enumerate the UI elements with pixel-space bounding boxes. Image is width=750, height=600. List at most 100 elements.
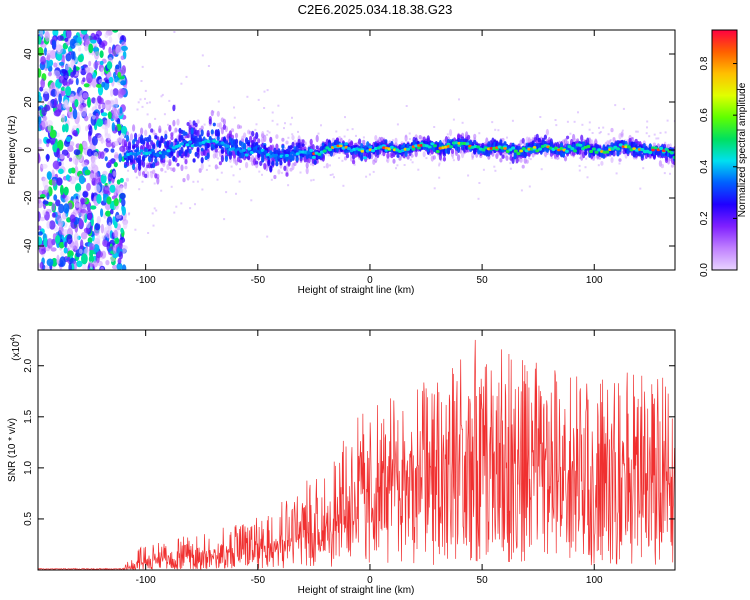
spectrogram-scatter-cell [291, 133, 294, 136]
spectrogram-cell [660, 163, 665, 169]
spectrogram-peak-cell [573, 149, 577, 153]
spectrogram-scatter-cell [144, 97, 146, 100]
spectrogram-noise-cell [107, 111, 112, 120]
spectrogram-cell [142, 160, 146, 168]
spectrogram-peak-cell [136, 151, 141, 155]
spectrogram-noise-cell [96, 216, 101, 225]
spectrogram-cell [247, 155, 251, 161]
spectrogram-noise-cell [38, 231, 43, 236]
spectrogram-x-tick-label: -50 [251, 275, 266, 286]
spectrogram-x-label: Height of straight line (km) [298, 285, 415, 296]
spectrogram-y-tick-label: 0 [23, 147, 34, 153]
spectrogram-noise-cell [95, 83, 102, 88]
spectrogram-cell [269, 144, 273, 152]
snr-y-label: SNR (10 * v/v) [7, 418, 18, 482]
spectrogram-noise-cell [100, 223, 105, 234]
spectrogram-noise-cell [38, 68, 42, 78]
spectrogram-cell [521, 164, 525, 169]
spectrogram-scatter-cell [639, 187, 642, 190]
spectrogram-cell [129, 155, 134, 160]
spectrogram-cell [257, 138, 261, 144]
spectrogram-scatter-cell [137, 101, 140, 104]
spectrogram-cell [192, 158, 196, 163]
spectrogram-cell [172, 104, 176, 112]
spectrogram-cell [616, 150, 620, 157]
spectrogram-y-label: Frequency (Hz) [7, 116, 18, 185]
spectrogram-noise-cell [110, 148, 115, 153]
spectrogram-noise-cell [51, 212, 57, 218]
spectrogram-noise-cell [120, 55, 125, 61]
spectrogram-scatter-cell [578, 169, 581, 172]
spectrogram-cell [148, 144, 152, 151]
spectrogram-cell [196, 119, 200, 124]
spectrogram-scatter-cell [584, 166, 587, 169]
spectrogram-noise-cell [92, 260, 99, 268]
spectrogram-cell [293, 162, 297, 166]
spectrogram-peak-cell [465, 142, 470, 146]
spectrogram-noise-cell [40, 78, 45, 89]
spectrogram-scatter-cell [127, 213, 130, 216]
spectrogram-noise-cell [63, 70, 69, 81]
spectrogram-noise-cell [115, 214, 122, 219]
spectrogram-cell [261, 131, 265, 138]
spectrogram-scatter-cell [216, 178, 219, 181]
spectrogram-noise-cell [97, 151, 102, 159]
spectrogram-peak-cell [435, 149, 440, 154]
spectrogram-noise-cell [108, 46, 112, 55]
colorbar-tick-label: 0.8 [699, 56, 710, 70]
spectrogram-noise-cell [61, 114, 66, 123]
spectrogram-cell [194, 151, 198, 157]
spectrogram-cell [188, 148, 192, 154]
spectrogram-noise-cell [48, 59, 54, 67]
spectrogram-noise-cell [91, 136, 98, 146]
spectrogram-noise-cell [76, 260, 83, 268]
spectrogram-noise-cell [111, 122, 116, 132]
spectrogram-noise-cell [74, 99, 79, 108]
spectrogram-noise-cell [52, 30, 59, 37]
spectrogram-noise-cell [40, 163, 48, 169]
spectrogram-cell [144, 129, 148, 137]
spectrogram-scatter-cell [148, 101, 151, 104]
spectrogram-noise-cell [96, 250, 104, 258]
spectrogram-noise-cell [105, 141, 112, 148]
spectrogram-cell [166, 140, 170, 148]
spectrogram-cell [216, 110, 220, 117]
spectrogram-scatter-cell [607, 133, 610, 136]
spectrogram-noise-cell [67, 250, 74, 258]
spectrogram-scatter-cell [509, 162, 512, 165]
spectrogram-noise-cell [51, 39, 57, 50]
spectrogram-noise-cell [60, 184, 64, 196]
spectrogram-scatter-cell [452, 159, 455, 162]
spectrogram-cell [132, 124, 136, 132]
spectrogram-cell [216, 128, 220, 137]
spectrogram-scatter-cell [669, 172, 671, 175]
spectrogram-scatter-cell [208, 164, 211, 167]
spectrogram-scatter-cell [433, 187, 436, 190]
spectrogram-noise-cell [69, 175, 77, 185]
spectrogram-scatter-cell [438, 176, 441, 179]
spectrogram-cell [123, 139, 128, 147]
spectrogram-noise-cell [39, 194, 46, 199]
spectrogram-scatter-cell [510, 159, 513, 162]
spectrogram-peak-cell [139, 149, 144, 153]
spectrogram-cell [374, 156, 378, 163]
spectrogram-cell [134, 137, 138, 142]
spectrogram-cell [251, 130, 255, 137]
spectrogram-scatter-cell [309, 163, 312, 166]
spectrogram-peak-cell [344, 142, 349, 146]
spectrogram-scatter-cell [173, 211, 176, 214]
spectrogram-noise-cell [82, 92, 88, 99]
spectrogram-noise-cell [92, 47, 100, 52]
spectrogram-scatter-cell [573, 120, 576, 123]
snr-x-tick-label: -50 [251, 575, 266, 586]
spectrogram-noise-cell [108, 159, 112, 166]
spectrogram-scatter-cell [216, 157, 219, 160]
spectrogram-noise-cell [44, 31, 51, 42]
spectrogram-noise-cell [119, 106, 123, 114]
spectrogram-cell [123, 164, 128, 169]
spectrogram-cell [214, 144, 218, 149]
spectrogram-scatter-cell [645, 132, 648, 135]
snr-x-tick-label: 100 [586, 575, 603, 586]
spectrogram-scatter-cell [141, 65, 144, 68]
spectrogram-noise-cell [75, 183, 82, 193]
